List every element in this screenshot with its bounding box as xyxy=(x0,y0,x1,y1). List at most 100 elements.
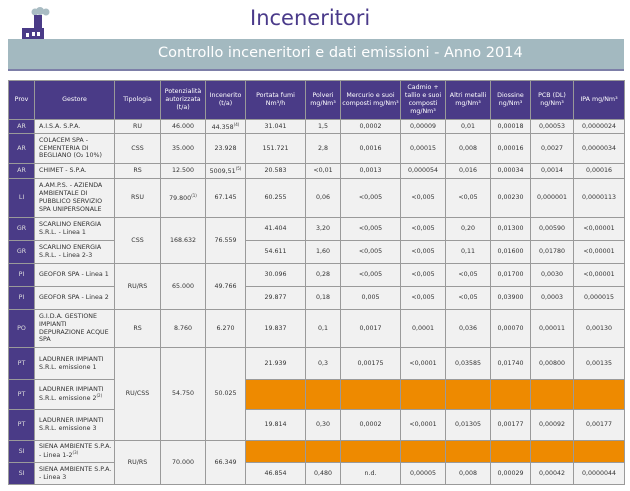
table-row: SI SIENA AMBIENTE S.P.A. - Linea 1-2(3) RU… xyxy=(8,440,625,485)
table-row: AR A.I.S.A. S.P.A. RU 46.000 44.358(4) 31.041… xyxy=(8,119,625,134)
type-cell: CSS xyxy=(114,133,161,164)
column-header: Portata fumi Nm³/h xyxy=(245,80,306,120)
missing-data-cell xyxy=(400,440,446,463)
value-cell: 0,20 xyxy=(445,217,491,241)
operator-cell: G.I.D.A. GESTIONE IMPIANTI DEPURAZIONE A… xyxy=(34,309,115,348)
value-cell: 0,01600 xyxy=(490,240,531,264)
missing-data-cell xyxy=(573,379,625,410)
footnote-ref: (3) xyxy=(72,450,79,456)
missing-data-cell xyxy=(245,379,306,410)
value-cell: 1,5 xyxy=(305,119,341,134)
operator-cell: A.I.S.A. S.P.A. xyxy=(34,119,115,134)
missing-data-cell xyxy=(445,379,491,410)
operator-cell: LADURNER IMPIANTI S.R.L. emissione 3 xyxy=(34,409,115,441)
value-cell: <0,005 xyxy=(400,286,446,310)
missing-data-cell xyxy=(305,440,341,463)
column-header: PCB (DL) ng/Nm³ xyxy=(530,80,574,120)
value-cell: 3,20 xyxy=(305,217,341,241)
missing-data-cell xyxy=(573,440,625,463)
value-cell: 151.721 xyxy=(245,133,306,164)
value-cell: 0,00005 xyxy=(400,462,446,485)
operator-cell: GEOFOR SPA - Linea 1 xyxy=(34,263,115,287)
operator-cell: SIENA AMBIENTE S.P.A. - Linea 1-2(3) xyxy=(34,440,115,463)
value-cell: 0,0017 xyxy=(340,309,401,348)
incinerators-table: Prov Gestore Tipologia Potenzialità autoriz… xyxy=(8,80,625,485)
value-cell: 0,0000024 xyxy=(573,119,625,134)
column-header: Diossine ng/Nm³ xyxy=(490,80,531,120)
operator-cell: LADURNER IMPIANTI S.R.L. emissione 2(2) xyxy=(34,379,115,410)
value-cell: 0,00015 xyxy=(400,133,446,164)
incinerated-cell: 76.559 xyxy=(205,217,246,264)
operator-cell: A.AM.P.S. - AZIENDA AMBIENTALE DI PUBBLI… xyxy=(34,178,115,218)
capacity-cell: 70.000 xyxy=(160,440,206,485)
value-cell: 0,000054 xyxy=(400,163,446,179)
incinerated-cell: 50.025 xyxy=(205,347,246,441)
missing-data-cell xyxy=(445,440,491,463)
value-cell: 31.041 xyxy=(245,119,306,134)
value-cell: 0,18 xyxy=(305,286,341,310)
table-header-row: Prov Gestore Tipologia Potenzialità autoriz… xyxy=(8,80,625,120)
column-header: Tipologia xyxy=(114,80,161,120)
province-cell: PI xyxy=(8,263,35,287)
page-subtitle: Controllo inceneritori e dati emissioni … xyxy=(158,45,523,61)
value-cell: 0,00800 xyxy=(530,347,574,380)
value-cell: 21.939 xyxy=(245,347,306,380)
value-cell: 0,0016 xyxy=(340,133,401,164)
value-cell: 0,00177 xyxy=(573,409,625,441)
province-cell: PT xyxy=(8,347,35,380)
table-row: PT LADURNER IMPIANTI S.R.L. emissione 3 19… xyxy=(8,409,625,441)
value-cell: 0,00029 xyxy=(490,462,531,485)
value-cell: 0,01700 xyxy=(490,263,531,287)
value-cell: 0,03585 xyxy=(445,347,491,380)
value-cell: 29.877 xyxy=(245,286,306,310)
missing-data-cell xyxy=(530,379,574,410)
column-header: IPA mg/Nm³ xyxy=(573,80,625,120)
province-cell: PT xyxy=(8,409,35,441)
incinerated-cell: 66.349 xyxy=(205,440,246,485)
value-cell: 0,00135 xyxy=(573,347,625,380)
province-cell: AR xyxy=(8,119,35,134)
value-cell: 0,0000034 xyxy=(573,133,625,164)
value-cell: 0,0000113 xyxy=(573,178,625,218)
subtitle-banner: Controllo inceneritori e dati emissioni … xyxy=(8,39,624,71)
missing-data-cell xyxy=(245,440,306,463)
value-cell: 0,000015 xyxy=(573,286,625,310)
capacity-cell: 12.500 xyxy=(160,163,206,179)
incinerated-cell: 6.270 xyxy=(205,309,246,348)
value-cell: <0,005 xyxy=(400,217,446,241)
value-cell: <0,005 xyxy=(340,240,401,264)
footnote-ref: (5) xyxy=(235,166,242,172)
type-cell: RS xyxy=(114,163,161,179)
value-cell: 0,28 xyxy=(305,263,341,287)
value-cell: 0,00034 xyxy=(490,163,531,179)
value-cell: <0,00001 xyxy=(573,263,625,287)
value-cell: 0,0014 xyxy=(530,163,574,179)
table-row: LI A.AM.P.S. - AZIENDA AMBIENTALE DI PUBB… xyxy=(8,178,625,218)
capacity-cell: 35.000 xyxy=(160,133,206,164)
capacity-cell: 54.750 xyxy=(160,347,206,441)
missing-data-cell xyxy=(490,440,531,463)
table-row: PO G.I.D.A. GESTIONE IMPIANTI DEPURAZIONE… xyxy=(8,309,625,348)
province-cell: PI xyxy=(8,286,35,310)
province-cell: GR xyxy=(8,217,35,241)
value-cell: 0,30 xyxy=(305,409,341,441)
incinerated-cell: 44.358(4) xyxy=(205,119,246,134)
value-cell: 0,0002 xyxy=(340,119,401,134)
value-cell: 0,00053 xyxy=(530,119,574,134)
table-row: AR CHIMET - S.P.A. RS 12.500 5009,51(5) 20.58… xyxy=(8,163,625,179)
missing-data-cell xyxy=(490,379,531,410)
table-row: PT LADURNER IMPIANTI S.R.L. emissione 2(2… xyxy=(8,379,625,410)
value-cell: 20.583 xyxy=(245,163,306,179)
column-header: Potenzialità autorizzata (t/a) xyxy=(160,80,206,120)
value-cell: 0,00009 xyxy=(400,119,446,134)
capacity-cell: 8.760 xyxy=(160,309,206,348)
table-row: GR SCARLINO ENERGIA S.R.L. - Linea 2-3 54.… xyxy=(8,240,625,264)
value-cell: 0,11 xyxy=(445,240,491,264)
value-cell: 0,008 xyxy=(445,133,491,164)
value-cell: 0,00230 xyxy=(490,178,531,218)
value-cell: <0,005 xyxy=(400,263,446,287)
type-cell: RU/RS xyxy=(114,263,161,310)
value-cell: 0,06 xyxy=(305,178,341,218)
operator-cell: COLACEM SPA - CEMENTERIA DI BEGLIANO (O₂… xyxy=(34,133,115,164)
province-cell: SI xyxy=(8,440,35,463)
